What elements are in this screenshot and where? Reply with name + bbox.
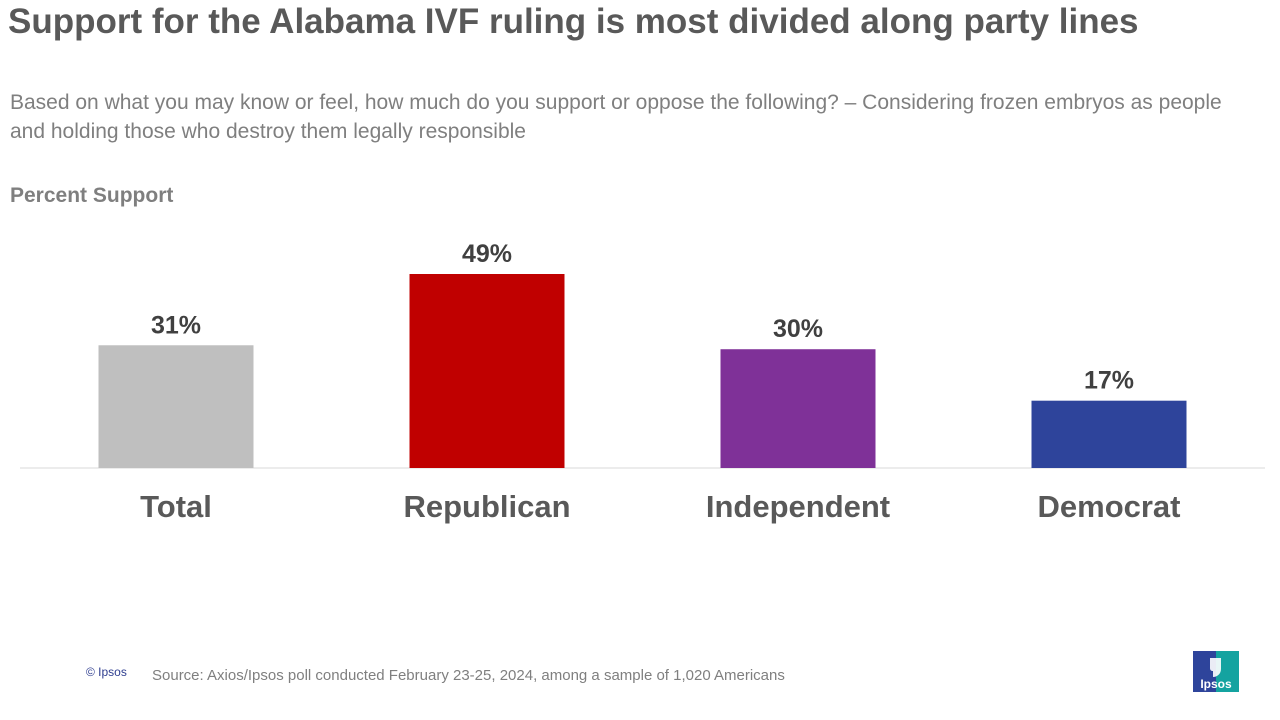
ipsos-logo: Ipsos [1193, 651, 1239, 692]
copyright-text: © Ipsos [86, 665, 127, 679]
chart-subtitle: Based on what you may know or feel, how … [10, 91, 1222, 143]
y-axis-label: Percent Support [10, 184, 174, 207]
data-label-republican: 49% [462, 240, 512, 268]
chart-title: Support for the Alabama IVF ruling is mo… [8, 2, 1139, 41]
data-label-democrat: 17% [1084, 367, 1134, 395]
logo-square-right [1216, 651, 1239, 692]
bar-democrat [1031, 400, 1187, 468]
category-label-independent: Independent [706, 489, 890, 524]
bar-republican [409, 274, 565, 468]
category-label-total: Total [140, 489, 212, 524]
category-label-republican: Republican [403, 489, 570, 524]
category-label-democrat: Democrat [1038, 489, 1181, 524]
logo-text: Ipsos [1200, 677, 1232, 691]
data-label-total: 31% [151, 311, 201, 339]
bar-total [98, 345, 254, 468]
logo-mark [1210, 658, 1221, 677]
bar-independent [720, 349, 876, 468]
source-note: Source: Axios/Ipsos poll conducted Febru… [152, 667, 785, 684]
data-label-independent: 30% [773, 315, 823, 343]
